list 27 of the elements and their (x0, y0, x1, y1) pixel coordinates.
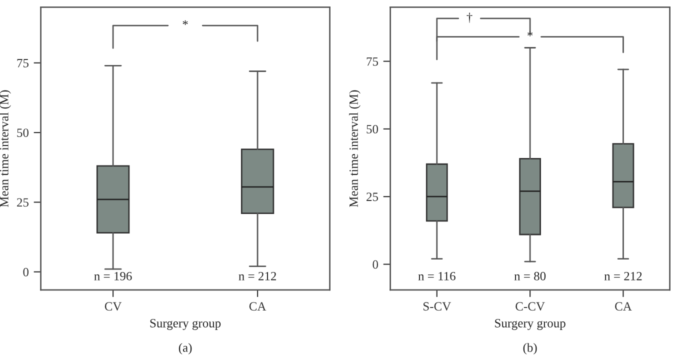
y-tick-label: 25 (366, 192, 378, 202)
text: (b) (523, 343, 537, 354)
x-tick-label: CA (249, 302, 266, 311)
y-axis-title: Mean time interval (M) (349, 90, 360, 208)
y-tick-label: 50 (17, 128, 29, 138)
x-axis-title: Surgery group (150, 319, 221, 330)
annotation: n = 196 (94, 272, 132, 280)
x-tick-label: S-CV (423, 302, 451, 311)
y-tick-label: 75 (17, 59, 29, 68)
annotation: n = 80 (514, 272, 546, 280)
annotation: * (182, 20, 188, 25)
annotation: n = 212 (604, 272, 642, 280)
y-tick-label: 50 (366, 124, 378, 134)
annotation: n = 212 (238, 272, 276, 280)
annotation: * (528, 32, 533, 36)
annotation: n = 116 (418, 272, 456, 280)
x-tick-label: CV (104, 302, 122, 311)
y-tick-label: 25 (17, 198, 29, 207)
y-tick-label: 75 (366, 57, 378, 66)
y-tick-label: 0 (372, 260, 378, 269)
y-tick-label: 0 (23, 268, 29, 276)
x-tick-label: CA (615, 302, 632, 311)
y-axis-title: Mean time interval (M) (0, 90, 11, 208)
x-tick-label: C-CV (516, 302, 545, 311)
x-axis-title: Surgery group (495, 319, 566, 330)
text: (a) (178, 343, 192, 354)
annotation: † (466, 12, 472, 23)
